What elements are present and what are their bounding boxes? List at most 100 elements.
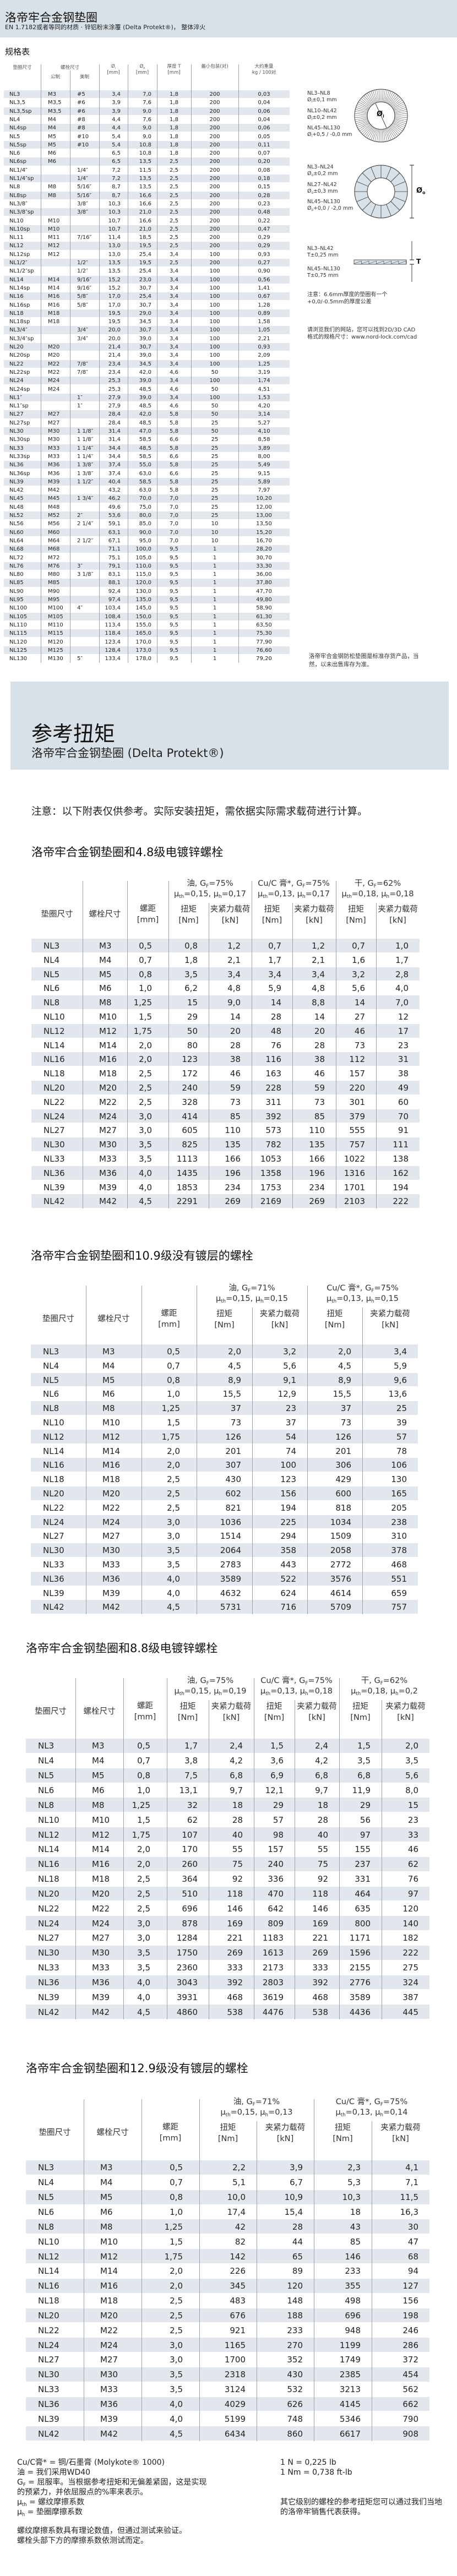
bolt-size-cell: M5: [92, 1771, 105, 1781]
value-cell: 78: [396, 1446, 407, 1456]
row-stripe: [26, 1768, 429, 1783]
text-segment: =0,15, μ: [184, 1687, 219, 1696]
value-cell: 3,0: [167, 1517, 180, 1527]
spec-cell: M72: [48, 554, 60, 561]
washer-size-cell: NL33: [38, 2384, 59, 2395]
row-stripe: [31, 1458, 418, 1472]
value-cell: 1,0: [137, 1785, 150, 1795]
spec-cell: 75,30: [256, 630, 272, 637]
value-cell: 32: [187, 1800, 198, 1810]
subscript: th: [356, 1691, 361, 1697]
row-stripe: [31, 1023, 420, 1038]
subscript: i: [311, 117, 313, 121]
spec-cell: 7,0: [143, 91, 151, 97]
value-cell: 3589: [220, 1573, 241, 1584]
cam-segment-line: [393, 181, 406, 187]
bolt-size-cell: M12: [92, 1829, 110, 1840]
bolt-size-cell: M20: [102, 1488, 121, 1499]
spec-cell: 2,5: [170, 260, 178, 266]
spec-cell: NL3/4″: [9, 327, 28, 334]
value-cell: 0,7: [268, 940, 281, 951]
value-cell: 8,9: [228, 1375, 241, 1385]
spec-cell: 0,29: [258, 235, 270, 241]
value-cell: 59: [314, 1082, 325, 1093]
value-cell: 6,2: [184, 983, 198, 994]
spec-cell: 1,58: [258, 319, 270, 325]
value-cell: 3,5: [170, 2384, 183, 2395]
bolt-size-cell: M42: [100, 2428, 118, 2439]
row-stripe: [4, 494, 290, 503]
text-segment: =0,19: [222, 1687, 247, 1696]
washer-size-cell: NL10: [38, 1815, 59, 1825]
washer-size-cell: NL3: [38, 2163, 55, 2173]
value-cell: 6,9: [270, 1771, 284, 1781]
header-washer-size: 垫圈尺寸: [13, 65, 32, 70]
page-subtitle: EN 1.7182或者等同的材质 · 锌铝粉末涂覆 (Delta Protekt…: [5, 24, 206, 31]
spec-cell: NL52: [9, 513, 24, 519]
spec-cell: 10: [211, 529, 219, 536]
spec-cell: 1 1/4″: [77, 453, 94, 460]
cam-segment-line: [390, 172, 400, 182]
spec-cell: 59,1: [108, 521, 121, 527]
text-segment: ±0,2 mm: [312, 115, 337, 121]
spec-cell: 108,4: [105, 613, 121, 620]
washer-size-cell: NL39: [43, 1588, 64, 1598]
header-torque: 扭矩: [327, 1310, 343, 1319]
spec-cell: 7,0: [170, 529, 178, 536]
value-cell: 4,0: [170, 2414, 183, 2424]
row-stripe: [26, 1739, 429, 1753]
text-segment: μ: [216, 1294, 221, 1303]
spec-cell: 10,8: [139, 141, 151, 148]
washer-size-cell: NL6: [43, 983, 60, 994]
spec-cell: 1: [213, 597, 217, 603]
spec-cell: #6: [77, 108, 85, 115]
serration-line: [355, 109, 368, 113]
spec-cell: M68: [48, 546, 60, 553]
value-cell: 2,5: [137, 1888, 150, 1899]
bolt-size-cell: M33: [102, 1559, 121, 1570]
value-cell: 23: [407, 1815, 418, 1825]
serration-line: [358, 122, 369, 130]
value-cell: 3,9: [290, 2163, 303, 2173]
value-cell: 75: [317, 1859, 328, 1870]
group-header-condition: 油, GF=75%: [167, 1676, 254, 1689]
value-cell: 238: [391, 1517, 407, 1527]
value-cell: 37: [285, 1417, 296, 1428]
value-cell: 470: [268, 1888, 284, 1899]
spec-cell: 1: [213, 656, 217, 662]
spec-cell: NL20sp: [9, 352, 30, 359]
value-cell: 3,5: [167, 1545, 180, 1556]
value-cell: 1165: [224, 2340, 246, 2350]
value-cell: 15: [407, 1800, 418, 1810]
spec-cell: 88,1: [108, 580, 121, 586]
spec-cell: NL14sp: [9, 285, 30, 291]
spec-cell: M125: [48, 647, 63, 653]
spec-cell: 13,5: [139, 184, 151, 190]
spec-cell: 5,27: [258, 420, 270, 426]
spec-cell: NL3/4″sp: [9, 335, 34, 342]
bolt-size-cell: M30: [100, 2370, 118, 2380]
value-cell: 142: [230, 2251, 246, 2262]
spec-cell: NL120: [9, 639, 28, 645]
value-cell: 4860: [176, 2007, 198, 2017]
spec-cell: 5/8″: [77, 302, 88, 308]
value-cell: 10,0: [227, 2192, 246, 2203]
value-cell: 301: [349, 1097, 365, 1107]
spec-cell: 61,30: [256, 613, 272, 620]
value-cell: 483: [230, 2296, 246, 2306]
row-stripe: [31, 1052, 420, 1066]
bolt-size-cell: M27: [100, 2355, 118, 2365]
value-cell: 170: [182, 1844, 198, 1855]
text-segment: =75%: [305, 879, 330, 888]
tolerance-range: NL10–NL42: [307, 108, 337, 114]
spec-cell: M6: [48, 159, 56, 165]
spec-cell: 4,6: [170, 403, 178, 410]
value-cell: 286: [402, 2340, 418, 2350]
spec-cell: 200: [209, 116, 220, 123]
value-cell: 1750: [176, 1948, 198, 1958]
value-cell: 358: [280, 1545, 296, 1556]
value-cell: 2,8: [395, 969, 409, 979]
value-cell: 5731: [220, 1602, 241, 1613]
spec-cell: 3,4: [170, 310, 178, 317]
washer-size-cell: NL8: [43, 1403, 59, 1414]
